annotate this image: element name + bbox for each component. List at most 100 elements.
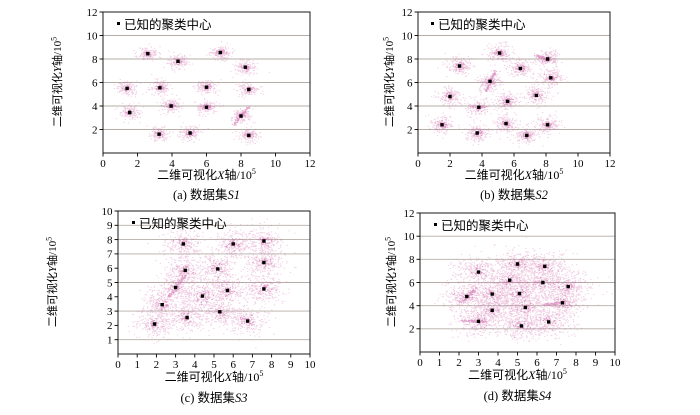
y-axis-label-suffix: 轴/10 [386, 240, 398, 266]
y-axis-exponent: 5 [381, 36, 391, 41]
svg-text:3: 3 [107, 306, 113, 318]
svg-text:10: 10 [270, 158, 282, 170]
svg-text:5: 5 [211, 359, 217, 371]
legend-label: 已知的聚类中心 [441, 219, 529, 233]
x-axis-variable: X [528, 368, 536, 382]
x-axis-label-text: 二维可视化 [164, 370, 225, 384]
y-axis-label-suffix: 轴/10 [384, 40, 396, 66]
plot-area: 0 2 4 6 8 10 12 2 4 6 8 10 12 [396, 4, 626, 171]
y-axis-variable: Y [52, 65, 64, 73]
svg-text:6: 6 [511, 158, 517, 170]
svg-text:8: 8 [269, 359, 275, 371]
x-axis-exponent: 5 [562, 367, 567, 376]
y-axis-label-text: 二维可视化 [384, 72, 396, 128]
svg-text:2: 2 [407, 124, 413, 136]
svg-text:10: 10 [305, 359, 317, 371]
svg-text:10: 10 [404, 231, 416, 243]
svg-text:7: 7 [250, 359, 256, 371]
svg-text:5: 5 [515, 357, 521, 369]
x-axis-label-text: 二维可视化 [468, 368, 529, 382]
legend-marker-icon [117, 22, 120, 25]
svg-text:4: 4 [169, 158, 175, 170]
y-axis-exponent: 5 [49, 36, 59, 41]
legend: 已知的聚类中心 [431, 14, 526, 33]
svg-text:4: 4 [192, 359, 198, 371]
svg-text:10: 10 [573, 158, 585, 170]
legend: 已知的聚类中心 [132, 213, 227, 232]
y-axis-variable: Y [386, 265, 398, 273]
svg-text:2: 2 [409, 324, 415, 336]
caption-text: (c) 数据集 [180, 391, 236, 405]
svg-text:8: 8 [409, 254, 415, 266]
x-axis-label-text: 二维可视化 [464, 168, 525, 182]
svg-text:6: 6 [204, 158, 210, 170]
x-axis-label-suffix: 轴/10 [232, 370, 260, 384]
svg-text:12: 12 [305, 158, 316, 170]
svg-text:6: 6 [534, 357, 540, 369]
y-axis-label: 二维可视化Y轴/105 [381, 37, 397, 127]
caption-text: (d) 数据集 [483, 389, 539, 403]
caption-text: (b) 数据集 [480, 188, 536, 202]
svg-text:4: 4 [407, 101, 413, 113]
x-axis-label: 二维可视化X轴/105 [84, 166, 329, 183]
caption-dataset-id: S1 [227, 188, 241, 202]
caption-dataset-id: S4 [538, 389, 552, 403]
legend-label: 已知的聚类中心 [139, 217, 227, 231]
chart-caption: (a) 数据集S1 [84, 184, 329, 203]
svg-text:7: 7 [554, 357, 560, 369]
svg-text:6: 6 [230, 359, 236, 371]
legend-label: 已知的聚类中心 [438, 18, 526, 32]
svg-text:2: 2 [107, 320, 113, 332]
svg-text:10: 10 [402, 30, 414, 42]
svg-text:12: 12 [87, 7, 98, 19]
svg-text:2: 2 [447, 158, 453, 170]
svg-text:4: 4 [495, 357, 501, 369]
y-axis-variable: Y [47, 265, 59, 273]
y-axis-label-suffix: 轴/10 [52, 40, 64, 66]
plot-area: 0 2 4 6 8 10 12 2 4 6 8 10 12 [81, 4, 326, 171]
x-axis-label: 二维可视化X轴/105 [401, 366, 634, 383]
x-axis-label-suffix: 轴/10 [224, 168, 252, 182]
y-axis-variable: Y [384, 65, 396, 73]
svg-text:0: 0 [115, 359, 121, 371]
y-axis-label: 二维可视化Y轴/105 [44, 237, 60, 327]
chart-caption: (c) 数据集S3 [99, 387, 329, 406]
svg-text:0: 0 [100, 158, 106, 170]
svg-text:10: 10 [87, 30, 99, 42]
x-axis-variable: X [524, 168, 532, 182]
svg-text:8: 8 [407, 54, 413, 66]
svg-text:4: 4 [479, 158, 485, 170]
svg-text:7: 7 [107, 249, 113, 261]
y-axis-label-text: 二维可视化 [52, 72, 64, 128]
chart-caption: (b) 数据集S2 [399, 184, 629, 203]
x-axis-exponent: 5 [259, 369, 264, 378]
scatter-plot-svg: 0 2 4 6 8 10 12 2 4 6 8 10 12 [402, 7, 616, 170]
svg-text:10: 10 [102, 206, 114, 218]
chart-caption: (d) 数据集S4 [401, 385, 634, 404]
svg-text:12: 12 [605, 158, 616, 170]
legend-marker-icon [434, 223, 437, 226]
caption-dataset-id: S2 [535, 188, 548, 202]
legend: 已知的聚类中心 [117, 14, 212, 33]
svg-text:3: 3 [173, 359, 179, 371]
legend-marker-icon [431, 22, 434, 25]
svg-text:9: 9 [593, 357, 599, 369]
svg-text:8: 8 [573, 357, 579, 369]
x-axis-label-suffix: 轴/10 [532, 168, 560, 182]
svg-text:0: 0 [415, 158, 421, 170]
y-axis-label-suffix: 轴/10 [47, 240, 59, 266]
svg-text:6: 6 [107, 263, 113, 275]
scatter-plot-svg: 0 2 4 6 8 10 12 2 4 6 8 10 12 [87, 7, 316, 170]
svg-text:5: 5 [107, 277, 113, 289]
legend: 已知的聚类中心 [434, 215, 529, 234]
y-axis-label-text: 二维可视化 [47, 272, 59, 328]
x-axis-variable: X [217, 168, 225, 182]
svg-text:12: 12 [402, 7, 413, 19]
caption-dataset-id: S3 [235, 391, 248, 405]
plot-area: 0 1 2 3 4 5 6 7 8 9 10 2 4 6 8 10 12 [398, 205, 631, 370]
x-axis-label: 二维可视化X轴/105 [399, 166, 629, 183]
x-axis-label-suffix: 轴/10 [535, 368, 563, 382]
